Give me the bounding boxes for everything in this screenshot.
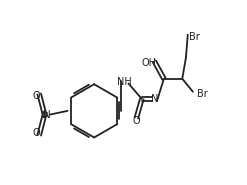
Text: O: O bbox=[32, 91, 40, 101]
Text: N: N bbox=[43, 110, 51, 120]
Text: Br: Br bbox=[197, 89, 208, 99]
Text: OH: OH bbox=[141, 58, 156, 68]
Text: N: N bbox=[151, 94, 158, 104]
Text: Br: Br bbox=[189, 32, 199, 42]
Text: NH: NH bbox=[117, 77, 132, 87]
Text: O: O bbox=[133, 116, 140, 126]
Text: O: O bbox=[32, 128, 40, 138]
